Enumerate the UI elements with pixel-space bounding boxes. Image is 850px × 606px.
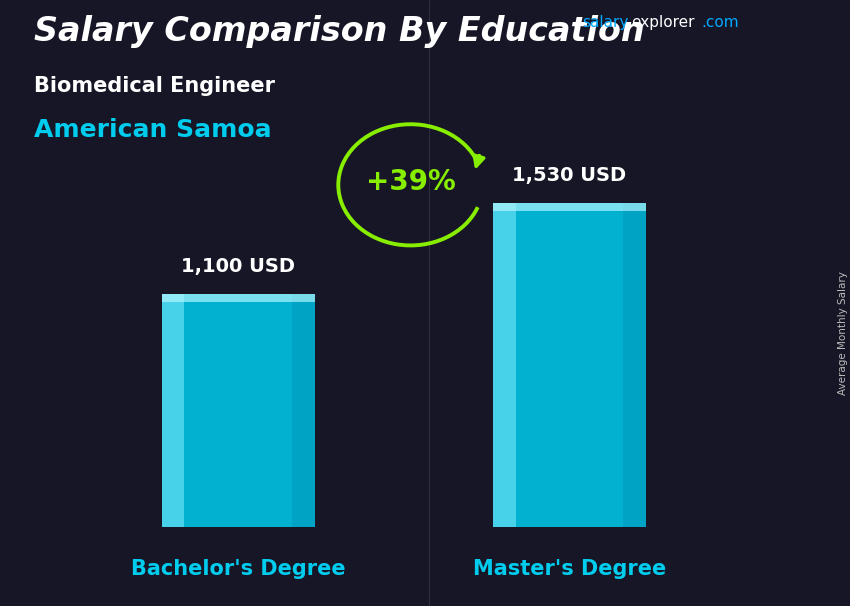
- Text: +39%: +39%: [366, 168, 456, 196]
- Text: Salary Comparison By Education: Salary Comparison By Education: [34, 15, 644, 48]
- Text: American Samoa: American Samoa: [34, 118, 272, 142]
- Bar: [623, 202, 646, 527]
- Text: Bachelor's Degree: Bachelor's Degree: [131, 559, 345, 579]
- Text: .com: .com: [701, 15, 739, 30]
- Bar: [493, 202, 516, 527]
- Text: 1,100 USD: 1,100 USD: [181, 257, 295, 276]
- Bar: [493, 202, 646, 527]
- Text: Biomedical Engineer: Biomedical Engineer: [34, 76, 275, 96]
- Bar: [162, 294, 314, 302]
- Text: explorer: explorer: [632, 15, 695, 30]
- Text: salary: salary: [582, 15, 629, 30]
- Bar: [493, 203, 646, 211]
- Text: Average Monthly Salary: Average Monthly Salary: [838, 271, 848, 395]
- Bar: [292, 294, 314, 527]
- Bar: [162, 294, 314, 527]
- Text: Master's Degree: Master's Degree: [473, 559, 666, 579]
- Bar: [162, 294, 184, 527]
- Text: 1,530 USD: 1,530 USD: [513, 165, 626, 184]
